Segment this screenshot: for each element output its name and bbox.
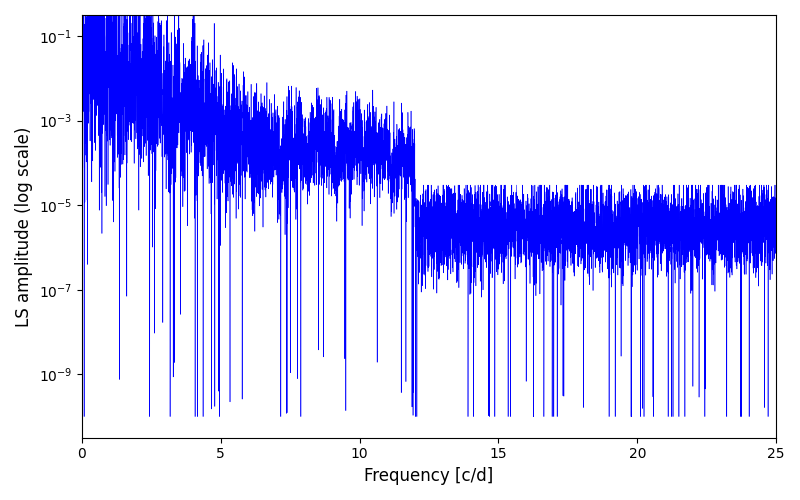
X-axis label: Frequency [c/d]: Frequency [c/d] [364,467,494,485]
Y-axis label: LS amplitude (log scale): LS amplitude (log scale) [15,126,33,326]
